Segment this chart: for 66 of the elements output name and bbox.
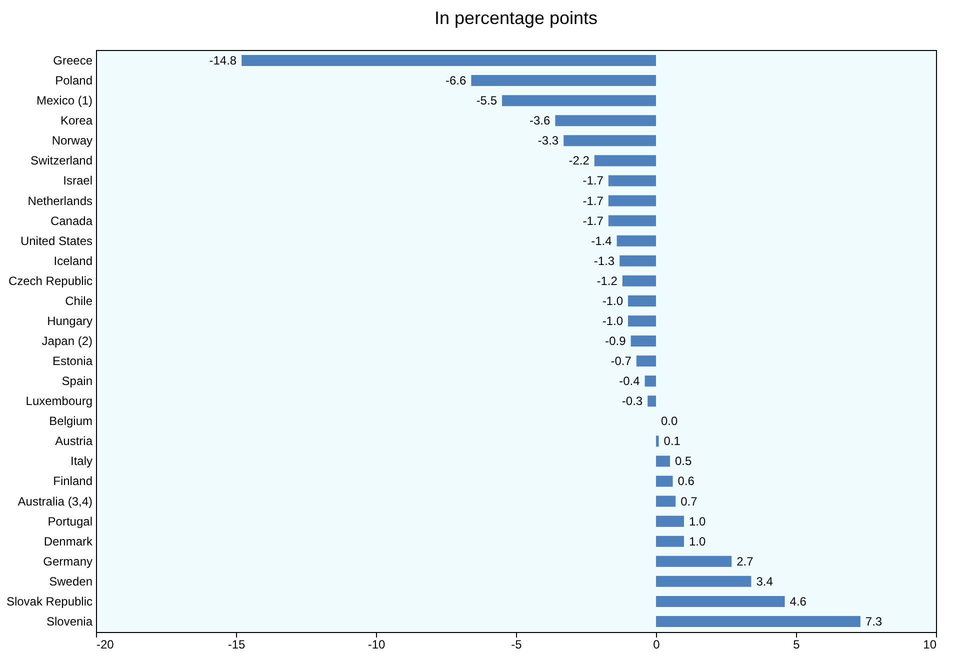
y-tick-label: Italy [70,454,92,468]
data-label: 0.6 [678,474,695,488]
y-tick-label: Finland [53,474,92,488]
data-label: -1.3 [594,254,615,268]
data-label: 0.0 [661,414,678,428]
data-label: -1.7 [582,174,604,188]
x-tick-label: -15 [228,638,246,652]
y-tick-label: Spain [62,374,92,388]
data-label: -0.7 [610,354,632,368]
data-label: 1.0 [689,514,706,528]
y-tick-label: Netherlands [28,194,92,208]
data-label: -0.4 [619,374,640,388]
data-label: -0.3 [622,394,643,408]
data-label: 0.1 [664,434,681,448]
data-label: 1.0 [689,534,706,548]
data-label: -6.6 [446,74,467,88]
data-label: -1.0 [602,294,624,308]
y-tick-label: Hungary [47,314,92,328]
y-tick-label: Luxembourg [26,394,92,408]
data-label: 4.6 [790,594,807,608]
y-tick-label: Estonia [52,354,93,368]
data-label: -5.5 [476,94,498,108]
data-label: -3.3 [538,134,559,148]
y-tick-label: United States [20,234,92,248]
y-tick-label: Portugal [48,514,92,528]
x-tick-label: -10 [368,638,386,652]
y-tick-label: Poland [55,74,92,88]
x-tick-label: 0 [653,638,660,652]
data-label: 3.4 [756,574,774,588]
y-tick-label: Mexico (1) [36,94,92,108]
data-label: -1.7 [582,194,604,208]
data-label: -1.7 [582,214,604,228]
y-tick-label: Switzerland [30,154,92,168]
data-label: 2.7 [736,554,754,568]
y-tick-label: Japan (2) [42,334,92,348]
data-label: -14.8 [209,54,237,68]
data-label: -1.2 [596,274,618,288]
y-tick-label: Israel [63,174,92,188]
y-tick-label: Canada [50,214,93,228]
y-tick-label: Germany [43,554,92,568]
y-tick-label: Belgium [49,414,92,428]
data-label: 0.5 [675,454,692,468]
data-label: 0.7 [680,494,698,508]
y-tick-label: Greece [53,54,93,68]
chart-title: In percentage points [434,8,598,28]
y-tick-label: Chile [65,294,93,308]
y-tick-label: Slovak Republic [6,594,92,608]
y-tick-label: Australia (3,4) [18,494,92,508]
y-tick-label: Korea [60,114,93,128]
y-tick-label: Slovenia [46,614,93,628]
y-tick-label: Denmark [44,534,94,548]
data-label: -1.0 [602,314,624,328]
data-label: -1.4 [591,234,612,248]
y-tick-label: Austria [55,434,93,448]
y-tick-label: Sweden [49,574,92,588]
x-tick-label: 5 [793,638,800,652]
data-label: -0.9 [605,334,626,348]
data-label: -3.6 [530,114,551,128]
x-tick-label: -20 [96,638,114,652]
data-label: 7.3 [865,614,882,628]
x-tick-label: 10 [923,638,937,652]
x-tick-label: -5 [511,638,522,652]
y-tick-label: Iceland [54,254,92,268]
data-label: -2.2 [568,154,590,168]
y-tick-label: Czech Republic [8,274,92,288]
y-tick-label: Norway [52,134,92,148]
